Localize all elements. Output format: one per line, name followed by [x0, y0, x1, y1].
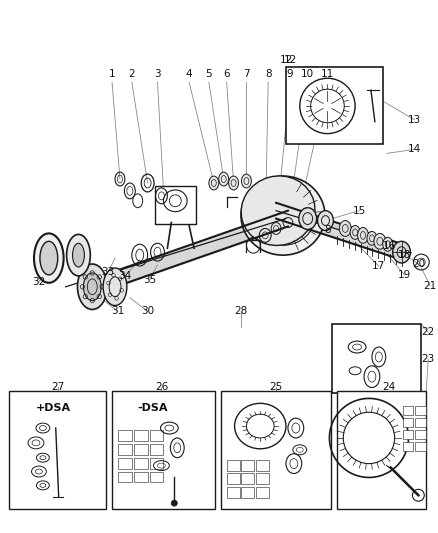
Ellipse shape [357, 228, 368, 243]
Text: 18: 18 [398, 250, 411, 260]
Bar [150, 472, 163, 482]
Bar [150, 444, 163, 455]
Text: +DSA: +DSA [36, 403, 71, 413]
Text: 17: 17 [372, 261, 385, 271]
Text: 11: 11 [321, 69, 334, 79]
Bar [134, 458, 148, 469]
Text: 16: 16 [383, 241, 396, 251]
Bar [134, 444, 148, 455]
Text: 6: 6 [223, 69, 230, 79]
Bar [9, 391, 106, 509]
Text: 12: 12 [284, 55, 297, 66]
Ellipse shape [318, 211, 333, 230]
Ellipse shape [367, 231, 377, 245]
Bar [227, 473, 240, 484]
Text: 12: 12 [279, 55, 293, 66]
Bar [150, 458, 163, 469]
Bar [241, 487, 254, 498]
Bar [415, 418, 426, 427]
Ellipse shape [229, 176, 239, 190]
Text: 35: 35 [143, 275, 156, 285]
Ellipse shape [40, 241, 58, 275]
Bar [415, 442, 426, 451]
Text: 9: 9 [286, 69, 293, 79]
Text: 19: 19 [398, 270, 411, 280]
Text: 5: 5 [205, 69, 212, 79]
Bar [241, 459, 254, 471]
Bar [403, 442, 413, 451]
Text: 24: 24 [382, 382, 396, 392]
Text: 3: 3 [154, 69, 161, 79]
Bar [241, 473, 254, 484]
Text: 14: 14 [408, 144, 421, 155]
Bar [134, 430, 148, 441]
Bar [286, 67, 383, 144]
Text: 31: 31 [111, 306, 124, 317]
Text: 28: 28 [234, 306, 247, 317]
Ellipse shape [383, 237, 392, 251]
Bar [256, 473, 269, 484]
Bar [112, 391, 215, 509]
Text: 30: 30 [141, 306, 154, 317]
Bar [403, 418, 413, 427]
Bar [337, 391, 426, 509]
Text: 2: 2 [128, 69, 135, 79]
Bar [221, 391, 332, 509]
Bar [134, 472, 148, 482]
Ellipse shape [73, 243, 85, 267]
Text: 21: 21 [424, 281, 437, 291]
Ellipse shape [83, 273, 101, 301]
Text: 22: 22 [422, 327, 435, 337]
Ellipse shape [241, 174, 251, 188]
Bar [415, 430, 426, 439]
Ellipse shape [103, 268, 127, 305]
Bar [150, 430, 163, 441]
Ellipse shape [299, 208, 317, 229]
Text: 34: 34 [118, 271, 131, 281]
Text: 32: 32 [32, 277, 46, 287]
Ellipse shape [392, 241, 410, 263]
Bar [403, 406, 413, 415]
Bar [118, 444, 132, 455]
Ellipse shape [67, 235, 90, 276]
Bar [415, 406, 426, 415]
Ellipse shape [339, 221, 351, 236]
Bar [256, 487, 269, 498]
Bar [256, 459, 269, 471]
Circle shape [171, 500, 177, 506]
Bar [118, 430, 132, 441]
Text: 26: 26 [155, 382, 168, 392]
Text: 33: 33 [102, 267, 115, 277]
Text: 13: 13 [408, 115, 421, 125]
Ellipse shape [350, 225, 360, 239]
Text: 27: 27 [51, 382, 64, 392]
Text: 10: 10 [301, 69, 314, 79]
Text: 23: 23 [422, 354, 435, 364]
Bar [118, 458, 132, 469]
Ellipse shape [209, 176, 219, 190]
Text: 25: 25 [269, 382, 283, 392]
Ellipse shape [219, 172, 229, 186]
Ellipse shape [241, 176, 315, 245]
Bar [227, 459, 240, 471]
Bar [332, 324, 421, 393]
Text: 1: 1 [109, 69, 115, 79]
Text: 15: 15 [353, 206, 366, 216]
Ellipse shape [34, 233, 64, 283]
Ellipse shape [78, 264, 107, 310]
Text: 20: 20 [412, 259, 425, 269]
Bar [118, 472, 132, 482]
Ellipse shape [374, 233, 386, 249]
Bar [403, 430, 413, 439]
Text: 7: 7 [243, 69, 250, 79]
Text: 8: 8 [324, 225, 331, 236]
Text: 8: 8 [265, 69, 272, 79]
Text: 4: 4 [186, 69, 192, 79]
Ellipse shape [241, 176, 325, 255]
Bar [155, 186, 196, 223]
Bar [227, 487, 240, 498]
Text: -DSA: -DSA [138, 403, 168, 413]
